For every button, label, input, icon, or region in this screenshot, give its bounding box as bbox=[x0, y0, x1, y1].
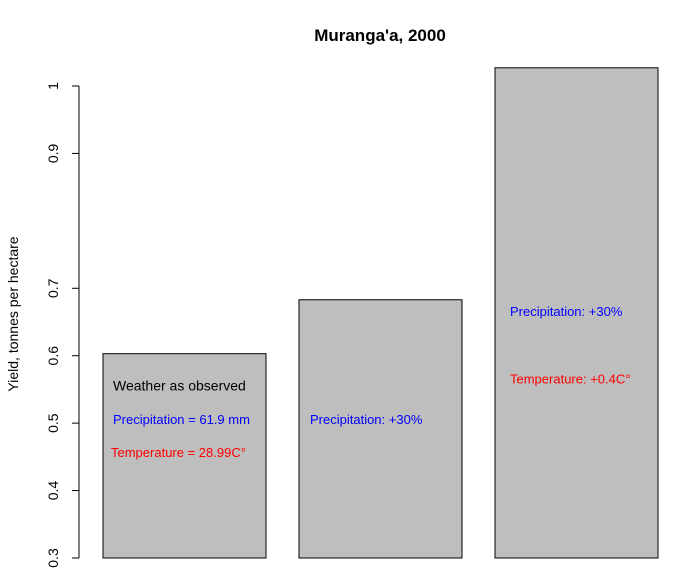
y-tick-label: 0.7 bbox=[45, 278, 61, 298]
bar-2-annotation: Precipitation: +30% bbox=[310, 412, 423, 427]
y-axis-label: Yield, tonnes per hectare bbox=[5, 236, 21, 391]
bar-1-annotation: Precipitation = 61.9 mm bbox=[113, 412, 250, 427]
bar-1-annotation: Weather as observed bbox=[113, 377, 246, 393]
bar-1-annotation: Temperature = 28.99C° bbox=[111, 445, 246, 460]
chart-title: Muranga'a, 2000 bbox=[314, 26, 446, 45]
y-tick-label: 0.6 bbox=[45, 346, 61, 366]
y-tick-label: 1 bbox=[45, 82, 61, 90]
bar-3 bbox=[494, 67, 659, 559]
y-tick-label: 0.3 bbox=[45, 548, 61, 568]
bar-1 bbox=[102, 353, 267, 559]
y-tick-label: 0.9 bbox=[45, 143, 61, 163]
bar-3-annotation: Precipitation: +30% bbox=[510, 304, 623, 319]
y-tick-label: 0.5 bbox=[45, 413, 61, 433]
bar-3-annotation: Temperature: +0.4C° bbox=[510, 372, 630, 387]
y-tick-label: 0.4 bbox=[45, 481, 61, 501]
bar-2 bbox=[298, 299, 463, 559]
